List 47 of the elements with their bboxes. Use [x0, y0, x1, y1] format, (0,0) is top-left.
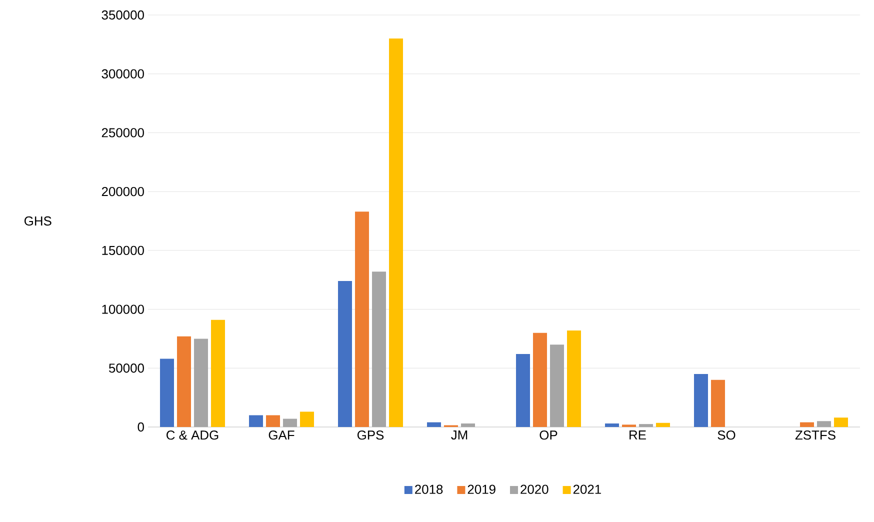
bar	[389, 38, 403, 427]
legend-label: 2021	[573, 484, 601, 494]
bar	[516, 354, 530, 427]
x-tick-label: ZSTFS	[795, 430, 836, 440]
bar	[338, 281, 352, 427]
bar	[300, 412, 314, 427]
bar	[533, 332, 547, 427]
bar	[249, 415, 263, 427]
legend-label: 2019	[468, 484, 496, 494]
bar	[266, 415, 280, 427]
y-tick-label: 350000	[102, 10, 144, 20]
bar	[372, 272, 386, 427]
y-tick-label: 150000	[102, 246, 144, 256]
bar	[461, 423, 475, 427]
x-tick-label: C & ADG	[166, 430, 218, 440]
y-tick-label: 250000	[102, 128, 144, 138]
y-tick-label: 200000	[102, 186, 144, 196]
bar	[694, 374, 708, 427]
y-tick-label: 50000	[108, 364, 144, 373]
x-tick-label: RE	[630, 430, 646, 440]
bar	[283, 418, 297, 427]
bar	[639, 424, 653, 427]
bar	[656, 422, 670, 427]
bar	[177, 336, 191, 427]
legend-label: 2020	[520, 484, 548, 494]
bar	[800, 422, 814, 427]
x-tick-label: JM	[451, 430, 468, 440]
bar	[160, 358, 174, 427]
bar	[567, 330, 581, 427]
bar	[817, 421, 831, 427]
x-tick-label: OP	[540, 430, 558, 440]
y-tick-label: 100000	[102, 304, 144, 314]
legend-label: 2018	[415, 484, 443, 494]
bar	[711, 380, 725, 427]
x-tick-label: GAF	[268, 430, 294, 440]
y-tick-label: 300000	[102, 69, 144, 78]
bar	[427, 422, 441, 427]
x-tick-label: SO	[718, 430, 736, 440]
bar	[605, 423, 619, 427]
y-axis-title: GHS	[24, 216, 52, 226]
y-tick-label: 0	[138, 422, 144, 432]
bar	[355, 212, 369, 427]
x-tick-label: GPS	[357, 430, 384, 440]
bar	[550, 344, 564, 427]
bar	[211, 320, 225, 427]
bar	[194, 338, 208, 427]
bar	[834, 418, 848, 427]
